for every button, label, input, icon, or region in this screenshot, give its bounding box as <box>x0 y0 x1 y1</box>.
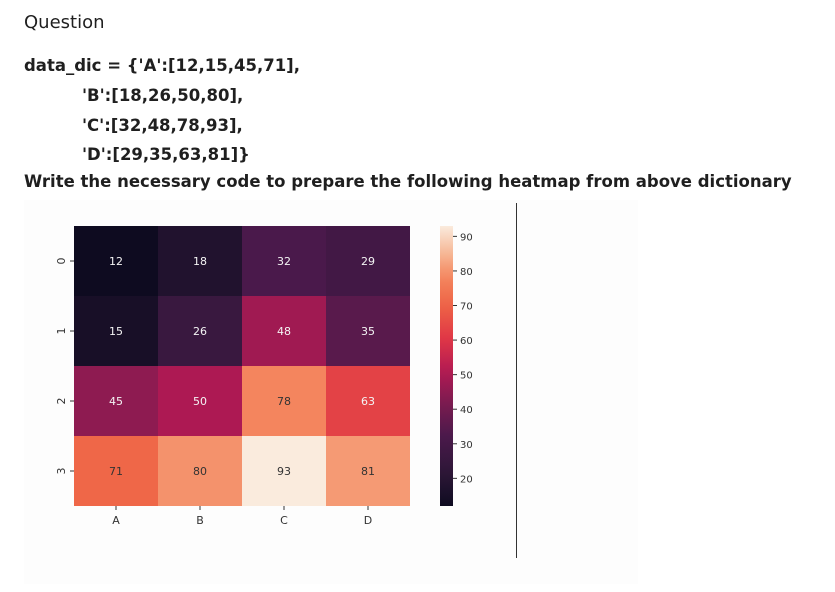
cell-value-label: 50 <box>193 395 207 408</box>
heatmap-cell <box>74 366 158 436</box>
colorbar <box>440 226 453 506</box>
code-line-4: 'D':[29,35,63,81]} <box>82 145 250 164</box>
divider-line <box>516 203 517 558</box>
heatmap-cell <box>158 226 242 296</box>
heatmap-cell <box>242 226 326 296</box>
heatmap-cell <box>326 296 410 366</box>
colorbar-tick-label: 20 <box>460 474 473 485</box>
cell-value-label: 48 <box>277 325 291 338</box>
colorbar-tick-label: 80 <box>460 267 473 278</box>
question-prompt: Write the necessary code to prepare the … <box>24 172 792 191</box>
colorbar-tick-label: 40 <box>460 405 473 416</box>
heatmap-cell <box>242 366 326 436</box>
x-tick-label: A <box>112 514 120 527</box>
colorbar-tick-label: 50 <box>460 371 473 382</box>
code-line-1: data_dic = {'A':[12,15,45,71], <box>24 56 300 75</box>
heatmap-cell <box>158 366 242 436</box>
heatmap-cell <box>158 436 242 506</box>
cell-value-label: 12 <box>109 255 123 268</box>
heatmap-cell <box>74 226 158 296</box>
cell-value-label: 93 <box>277 465 291 478</box>
x-tick-label: C <box>280 514 288 527</box>
heatmap-cell <box>242 436 326 506</box>
colorbar-tick-label: 90 <box>460 232 473 243</box>
cell-value-label: 35 <box>361 325 375 338</box>
cell-value-label: 78 <box>277 395 291 408</box>
heatmap-cell <box>74 296 158 366</box>
cell-value-label: 45 <box>109 395 123 408</box>
cell-value-label: 29 <box>361 255 375 268</box>
x-tick-label: B <box>196 514 204 527</box>
cell-value-label: 81 <box>361 465 375 478</box>
x-tick-label: D <box>364 514 372 527</box>
heatmap-cell <box>326 226 410 296</box>
cell-value-label: 71 <box>109 465 123 478</box>
y-tick-label: 0 <box>55 258 68 265</box>
cell-value-label: 63 <box>361 395 375 408</box>
y-tick-label: 3 <box>55 468 68 475</box>
heatmap-cell <box>158 296 242 366</box>
colorbar-tick-label: 70 <box>460 302 473 313</box>
y-tick-label: 1 <box>55 328 68 335</box>
cell-value-label: 15 <box>109 325 123 338</box>
question-title: Question <box>24 12 105 33</box>
code-line-3: 'C':[32,48,78,93], <box>82 116 243 135</box>
cell-value-label: 18 <box>193 255 207 268</box>
heatmap-cell <box>74 436 158 506</box>
heatmap-cell <box>326 366 410 436</box>
colorbar-tick-label: 60 <box>460 336 473 347</box>
colorbar-tick-label: 30 <box>460 440 473 451</box>
cell-value-label: 80 <box>193 465 207 478</box>
code-line-2: 'B':[18,26,50,80], <box>82 86 244 105</box>
cell-value-label: 32 <box>277 255 291 268</box>
heatmap-cell <box>326 436 410 506</box>
cell-value-label: 26 <box>193 325 207 338</box>
heatmap-cell <box>242 296 326 366</box>
y-tick-label: 2 <box>55 398 68 405</box>
